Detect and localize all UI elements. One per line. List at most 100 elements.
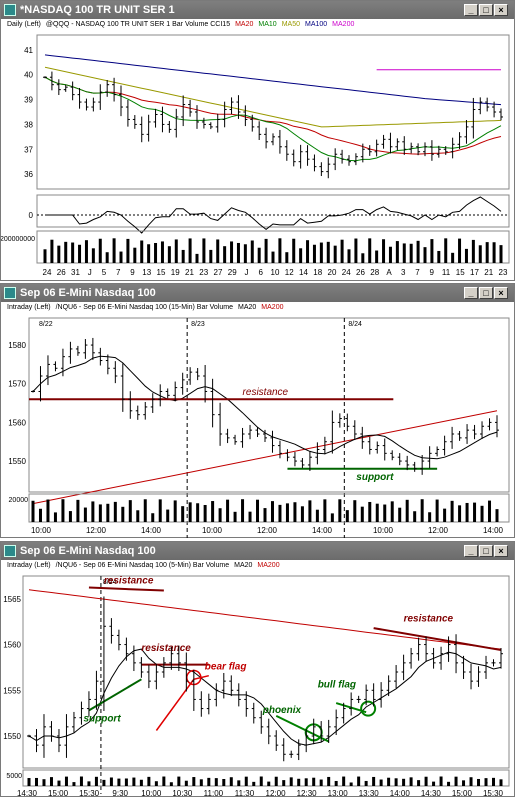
volume-bar [64, 776, 68, 786]
ma50-line [44, 66, 502, 128]
x-tick-label: 7 [116, 268, 121, 277]
x-tick-label: 9 [430, 268, 435, 277]
volume-bar [98, 504, 102, 522]
bear-flag-label: bear flag [205, 661, 247, 672]
volume-bar [83, 507, 87, 522]
volume-bar [147, 776, 151, 786]
volume-bar [492, 242, 496, 263]
volume-bar [214, 778, 218, 786]
maximize-button[interactable]: □ [479, 287, 493, 299]
volume-bar [167, 246, 171, 263]
maximize-button[interactable]: □ [479, 4, 493, 16]
volume-bar [49, 777, 53, 786]
x-tick-label: 23 [499, 268, 508, 277]
minimize-button[interactable]: _ [464, 545, 478, 557]
volume-bar [27, 778, 31, 786]
phoenix-label: phoenix [262, 705, 302, 716]
window-icon [4, 4, 16, 16]
x-tick-label: 26 [57, 268, 66, 277]
volume-bar [202, 238, 206, 263]
y-tick-label: 39 [24, 96, 33, 105]
volume-bar [203, 504, 207, 522]
volume-bar [188, 238, 192, 263]
window-titlebar[interactable]: *NASDAQ 100 TR UNIT SER 1 _ □ × [1, 1, 514, 19]
x-tick-label: 15:00 [48, 789, 69, 797]
minimize-button[interactable]: _ [464, 4, 478, 16]
volume-bar [499, 245, 503, 263]
window-titlebar[interactable]: Sep 06 E-Mini Nasdaq 100 _ □ × [1, 542, 514, 560]
volume-bar [124, 778, 128, 786]
volume-bar [326, 241, 330, 263]
ma10-line [44, 76, 502, 162]
volume-bar [136, 510, 140, 522]
x-tick-label: 13:30 [359, 789, 380, 797]
volume-bar [354, 238, 358, 263]
x-tick-label: 12:30 [297, 789, 318, 797]
volume-bar [430, 239, 434, 263]
intraday-5min-chart[interactable]: 15651560155515508/24resistanceresistance… [1, 572, 514, 797]
volume-bar [76, 499, 80, 522]
volume-bar [413, 511, 417, 522]
volume-bar [327, 776, 331, 786]
y-tick-label: 38 [24, 120, 33, 129]
ma20-line [28, 648, 502, 746]
volume-bar [237, 780, 241, 786]
volume-bar [248, 511, 252, 522]
volume-bar [57, 245, 61, 263]
volume-bar [57, 780, 61, 786]
volume-bar [64, 241, 68, 263]
volume-bar [478, 245, 482, 263]
minimize-button[interactable]: _ [464, 287, 478, 299]
volume-bar [38, 508, 42, 522]
volume-bar [274, 776, 278, 786]
volume-bar [458, 505, 462, 522]
price-pane [22, 575, 510, 769]
volume-bar [315, 509, 319, 522]
x-tick-label: 12:00 [266, 789, 287, 797]
volume-bar [353, 500, 357, 522]
close-button[interactable]: × [494, 4, 508, 16]
volume-bar [451, 252, 455, 263]
cci-line [45, 196, 502, 234]
x-tick-label: 15:30 [79, 789, 100, 797]
x-tick-label: 15 [456, 268, 465, 277]
window-titlebar[interactable]: Sep 06 E-Mini Nasdaq 100 _ □ × [1, 284, 514, 302]
x-tick-label: 27 [214, 268, 223, 277]
volume-bar [132, 777, 136, 786]
window-icon [4, 545, 16, 557]
volume-bar [259, 776, 263, 786]
x-tick-label: 31 [71, 268, 80, 277]
date-marker: 8/24 [348, 321, 362, 328]
volume-bar [98, 238, 102, 263]
legend-item: MA50 [281, 21, 300, 28]
legend-item: MA200 [257, 562, 280, 569]
volume-bar [361, 253, 365, 263]
close-button[interactable]: × [494, 287, 508, 299]
volume-bar [405, 499, 409, 522]
x-tick-label: 3 [401, 268, 406, 277]
x-tick-label: 21 [484, 268, 493, 277]
volume-bar [117, 778, 121, 786]
legend-item: Intraday (Left) [7, 304, 51, 311]
volume-bar [102, 779, 106, 786]
volume-bar [184, 780, 188, 786]
volume-bar [435, 499, 439, 522]
maximize-button[interactable]: □ [479, 545, 493, 557]
chart-window-3: Sep 06 E-Mini Nasdaq 100 _ □ × Intraday … [0, 541, 515, 797]
volume-bar [71, 242, 75, 263]
volume-bar [289, 777, 293, 786]
volume-bar [312, 777, 316, 786]
volume-bar [229, 777, 233, 786]
window-title: Sep 06 E-Mini Nasdaq 100 [20, 545, 156, 557]
volume-bar [252, 781, 256, 786]
x-tick-label: 15:30 [483, 789, 504, 797]
volume-bar [94, 776, 98, 786]
close-button[interactable]: × [494, 545, 508, 557]
support-label: support [356, 472, 394, 483]
intraday-15min-chart[interactable]: 1580 1570 1560 1550 8/22 8/23 8/24 resistance su… [1, 314, 514, 538]
y-tick-label: 1570 [8, 380, 26, 389]
legend-item: /NQU6 - Sep 06 E-Mini Nasdaq 100 (15-Min… [55, 304, 233, 311]
volume-bar [300, 506, 304, 522]
volume-bar [420, 499, 424, 522]
